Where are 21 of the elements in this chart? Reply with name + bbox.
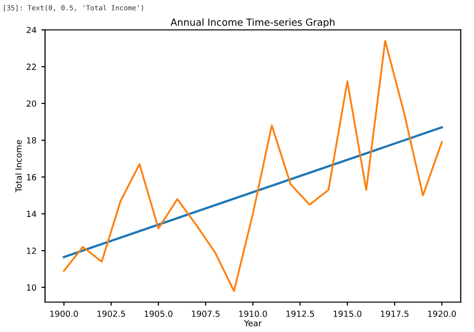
x-tick-label: 1915.0	[334, 310, 362, 317]
y-axis-title: Total Income	[15, 140, 22, 192]
x-tick-label: 1917.5	[380, 310, 408, 317]
line-series	[63, 40, 443, 292]
y-tick-label: 22	[26, 64, 36, 70]
y-tick-label: 20	[26, 100, 36, 107]
x-tick-label: 1910.0	[239, 310, 267, 317]
x-tick-label: 1920.0	[428, 310, 456, 317]
y-tick-label: 14	[27, 210, 36, 217]
y-tick-label: 12	[27, 248, 36, 254]
x-tick-label: 1912.5	[286, 310, 314, 317]
x-tick-label: 1905.0	[144, 310, 172, 317]
chart-title: Annual Income Time-series Graph	[170, 18, 334, 28]
x-tick-label: 1907.5	[192, 310, 220, 317]
y-tick-label: 24	[26, 26, 36, 34]
y-tick-label: 18	[27, 137, 36, 144]
y-tick-label: 16	[27, 174, 36, 180]
x-axis-title: Year	[244, 320, 262, 326]
x-tick-label: 1902.5	[98, 310, 126, 317]
y-tick-label: 10	[27, 284, 36, 291]
x-tick-label: 1900.0	[50, 310, 78, 317]
